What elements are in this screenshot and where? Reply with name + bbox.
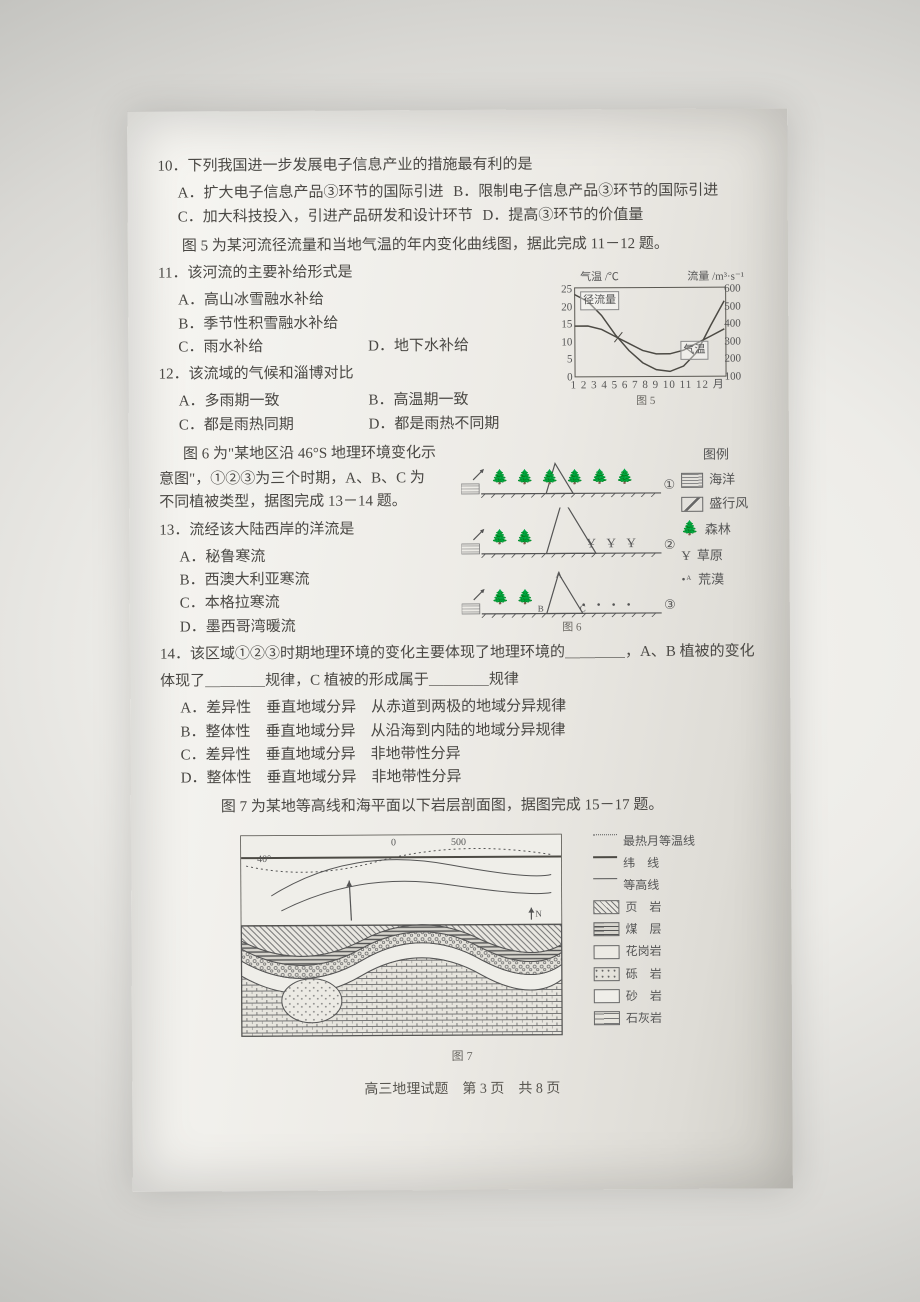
page-content: 10．下列我国进一步发展电子信息产业的措施最有利的是 A．扩大电子信息产品③环节… xyxy=(157,148,762,1102)
page-footer: 高三地理试题 第 3 页 共 8 页 xyxy=(162,1078,762,1103)
q11-opt-b: B．季节性积雪融水补给 xyxy=(178,312,338,336)
fig7-lg-coast: 纬 线 xyxy=(623,852,659,874)
q14-stem2: 体现了＿＿＿＿规律，C 植被的形成属于＿＿＿＿规律 xyxy=(160,667,760,693)
svg-text:N: N xyxy=(535,908,542,918)
fig7-lg-isotherm: 最热月等温线 xyxy=(623,829,695,852)
fig6-lg-forest: 森林 xyxy=(705,518,731,543)
q12-opt-d: D．都是雨热不同期 xyxy=(369,412,500,436)
fig7-lg-sand: 砂 岩 xyxy=(626,985,662,1007)
q14-opt-c: C．差异性 垂直地域分异 非地带性分异 xyxy=(180,741,760,767)
viewport: 10．下列我国进一步发展电子信息产业的措施最有利的是 A．扩大电子信息产品③环节… xyxy=(0,0,920,1302)
fig7-top-0: 0 xyxy=(391,837,396,848)
fig6-lg-desert: 荒漠 xyxy=(698,568,724,593)
fig6-lg-ocean: 海洋 xyxy=(709,467,735,492)
q14-opt-a: A．差异性 垂直地域分异 从赤道到两极的地域分异规律 xyxy=(180,695,760,721)
desert-icon: •ᴬ xyxy=(682,570,693,591)
fig5-runoff-label: 径流量 xyxy=(580,291,619,310)
q12-stem: 12．该流域的气候和淄博对比 xyxy=(158,362,528,387)
fig7-lg-coal: 煤 层 xyxy=(625,918,661,940)
fig6-lg-grass: 草原 xyxy=(697,543,723,568)
tree-icon: 🌲 xyxy=(681,517,699,544)
q10-opt-c: C．加大科技投入，引进产品研发和设计环节 xyxy=(178,204,473,229)
q14-options: A．差异性 垂直地域分异 从赤道到两极的地域分异规律 B．整体性 垂直地域分异 … xyxy=(180,695,760,791)
fig7-caption: 图 7 xyxy=(232,1045,692,1066)
figure-5: 气温 /℃ 流量 /m³·s⁻¹ 径流量 气温 0510152025 10020… xyxy=(540,268,751,414)
intro-fig7: 图 7 为某地等高线和海平面以下岩层剖面图，据图完成 15－17 题。 xyxy=(221,794,761,820)
q10-opt-b: B．限制电子信息产品③环节的国际引进 xyxy=(453,180,718,205)
q11-stem: 11．该河流的主要补给形式是 xyxy=(158,261,528,286)
fig7-lg-lime: 石灰岩 xyxy=(626,1007,662,1029)
q12-opt-c: C．都是雨热同期 xyxy=(179,413,359,437)
exam-page: 10．下列我国进一步发展电子信息产业的措施最有利的是 A．扩大电子信息产品③环节… xyxy=(127,108,793,1191)
q10-stem: 10．下列我国进一步发展电子信息产业的措施最有利的是 xyxy=(157,152,757,178)
fig7-lat: 40° xyxy=(257,853,271,864)
fig6-legend: 图例 海洋 盛行风 🌲 森林 Ұ 草原 •ᴬ 荒漠 xyxy=(681,442,752,592)
fig7-top-500: 500 xyxy=(451,836,466,847)
q12-options: A．多雨期一致 B．高温期一致 C．都是雨热同期 D．都是雨热不同期 xyxy=(179,389,529,437)
fig6-legend-title: 图例 xyxy=(681,442,751,467)
fig5-axis-left: 气温 /℃ xyxy=(580,269,619,286)
wind-swatch-icon xyxy=(681,497,703,512)
intro-fig5: 图 5 为某河流径流量和当地气温的年内变化曲线图，据此完成 11－12 题。 xyxy=(182,232,758,258)
ocean-swatch-icon xyxy=(681,472,703,487)
fig6-caption: 图 6 xyxy=(462,619,682,637)
q10-opt-d: D．提高③环节的价值量 xyxy=(482,203,742,228)
fig5-caption: 图 5 xyxy=(541,392,751,410)
figure-6: 图例 海洋 盛行风 🌲 森林 Ұ 草原 •ᴬ 荒漠 xyxy=(461,438,752,640)
fig7-legend: 最热月等温线 纬 线 等高线 页 岩 煤 层 花岗岩 砾 岩 xyxy=(593,829,698,1029)
grass-icon: Ұ xyxy=(681,543,691,568)
q10-options: A．扩大电子信息产品③环节的国际引进 B．限制电子信息产品③环节的国际引进 C．… xyxy=(178,180,758,230)
fig7-lg-cong: 砾 岩 xyxy=(626,963,662,985)
q11-options: A．高山冰雪融水补给 B．季节性积雪融水补给 C．雨水补给 D．地下水补给 xyxy=(178,288,528,360)
q11-opt-c: C．雨水补给 xyxy=(178,335,358,359)
fig7-lg-contour: 等高线 xyxy=(623,874,659,896)
fig7-lg-granite: 花岗岩 xyxy=(626,940,662,962)
fig6-lg-wind: 盛行风 xyxy=(709,492,748,517)
q12-opt-b: B．高温期一致 xyxy=(368,389,468,413)
figure-7: 0 500 40° N xyxy=(231,823,692,1066)
svg-text:A: A xyxy=(556,569,563,579)
q10-opt-a: A．扩大电子信息产品③环节的国际引进 xyxy=(178,181,444,206)
q11-opt-d: D．地下水补给 xyxy=(368,335,469,359)
fig5-temp-label: 气温 xyxy=(680,341,708,360)
q11-opt-a: A．高山冰雪融水补给 xyxy=(178,289,358,313)
q14-opt-b: B．整体性 垂直地域分异 从沿海到内陆的地域分异规律 xyxy=(180,718,760,744)
q14-opt-d: D．整体性 垂直地域分异 非地带性分异 xyxy=(181,764,761,790)
fig7-lg-shale: 页 岩 xyxy=(625,896,661,918)
q12-opt-a: A．多雨期一致 xyxy=(179,390,359,414)
q14-stem: 14．该区域①②③时期地理环境的变化主要体现了地理环境的＿＿＿＿，A、B 植被的… xyxy=(160,640,760,666)
fig7-svg: 0 500 40° N xyxy=(231,824,572,1046)
svg-text:B: B xyxy=(538,604,544,614)
